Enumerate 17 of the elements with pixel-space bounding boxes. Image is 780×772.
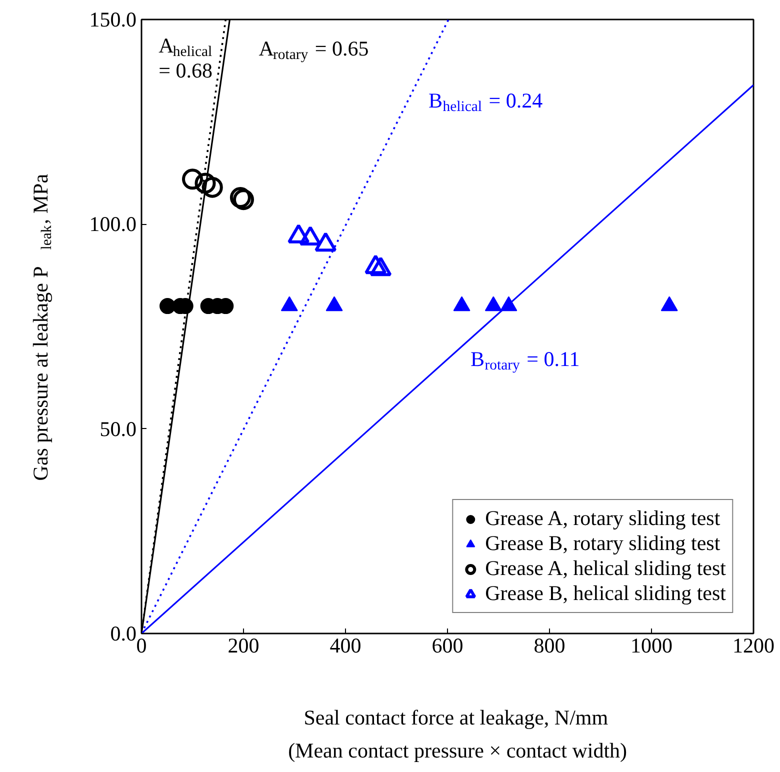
y-tick-label: 0.0	[110, 622, 136, 646]
x-tick-label: 200	[228, 634, 260, 658]
x-tick-label: 800	[534, 634, 566, 658]
y-tick-label: 150.0	[89, 8, 136, 32]
x-axis-title: Seal contact force at leakage, N/mm (Mean contact pressure × contact width)	[288, 706, 628, 762]
x-tick-label: 1200	[732, 634, 774, 658]
x-tick-label: 1000	[630, 634, 672, 658]
y-tick-label: 100.0	[89, 212, 136, 236]
x-tick-label: 400	[330, 634, 362, 658]
x-tick-label: 600	[432, 634, 464, 658]
y-axis-title: Gas pressure at leakage Pleak, MPa	[28, 173, 55, 481]
y-tick-label: 50.0	[100, 416, 136, 441]
legend-label: Grease B, rotary sliding test	[485, 531, 720, 556]
legend-label: Grease A, helical sliding test	[485, 556, 726, 581]
legend-label: Grease A, rotary sliding test	[485, 506, 720, 531]
x-tick-label: 0	[136, 634, 147, 658]
legend-label: Grease B, helical sliding test	[485, 581, 726, 606]
